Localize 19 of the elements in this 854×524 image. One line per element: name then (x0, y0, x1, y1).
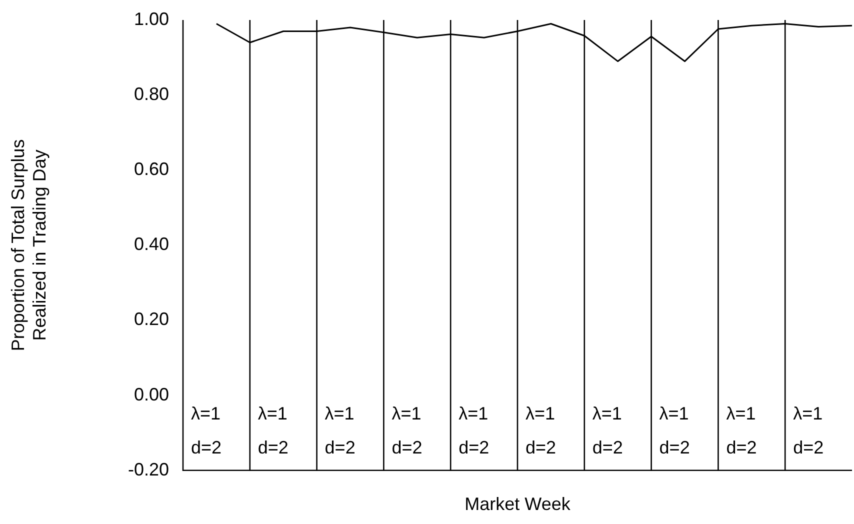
annotation: λ=1 d=2 (324, 403, 356, 458)
annotation: λ=1 d=2 (392, 403, 422, 458)
y-tick-label: 0.60 (134, 159, 169, 180)
annotation: λ=1 d=2 (258, 403, 288, 458)
annotation: λ=1 d=2 (191, 403, 222, 458)
y-tick-label: 0.80 (134, 84, 169, 104)
y-axis-title: Proportion of Total Surplus Realized in Trading Day (8, 139, 50, 352)
y-tick-label: 0.20 (134, 309, 169, 330)
y-tick-label: 1.00 (134, 8, 169, 29)
y-tick-label: 0.00 (134, 384, 169, 404)
x-axis-title: Market Week (464, 494, 572, 514)
y-tick-label: 0.40 (134, 234, 169, 254)
annotation: λ=1 d=2 (793, 403, 824, 458)
annotation: λ=1 d=2 (526, 403, 556, 458)
annotation: λ=1 d=2 (726, 403, 757, 458)
y-tick-label: -0.20 (128, 459, 169, 480)
annotation: λ=1 d=2 (659, 403, 690, 458)
annotation: λ=1 d=2 (592, 403, 623, 458)
annotation: λ=1 d=2 (458, 403, 490, 458)
